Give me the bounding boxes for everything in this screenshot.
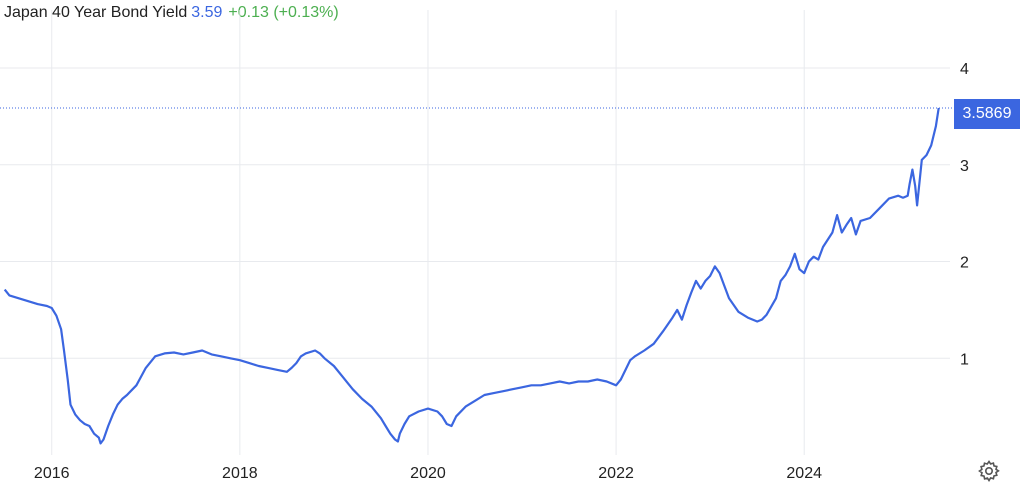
gear-icon[interactable] bbox=[977, 459, 1001, 483]
series-line bbox=[3, 107, 940, 445]
axis-ticks: 1 2 3 4 2016 2018 2020 2022 2024 bbox=[34, 61, 969, 482]
grid bbox=[0, 10, 950, 455]
y-tick-label: 2 bbox=[960, 255, 969, 272]
x-tick-label: 2018 bbox=[222, 465, 258, 482]
y-tick-label: 3 bbox=[960, 158, 969, 175]
value-change: +0.13 (+0.13%) bbox=[228, 4, 339, 21]
chart-legend: Japan 40 Year Bond Yield 3.59 +0.13 (+0.13… bbox=[4, 4, 339, 22]
current-value: 3.59 bbox=[191, 4, 223, 21]
chart-title: Japan 40 Year Bond Yield bbox=[4, 4, 188, 21]
x-tick-label: 2020 bbox=[410, 465, 446, 482]
x-tick-label: 2016 bbox=[34, 465, 70, 482]
x-tick-label: 2024 bbox=[786, 465, 822, 482]
y-tick-label: 4 bbox=[960, 61, 969, 78]
x-tick-label: 2022 bbox=[598, 465, 634, 482]
y-tick-label: 1 bbox=[960, 351, 969, 368]
last-value-label: 3.5869 bbox=[954, 99, 1020, 129]
